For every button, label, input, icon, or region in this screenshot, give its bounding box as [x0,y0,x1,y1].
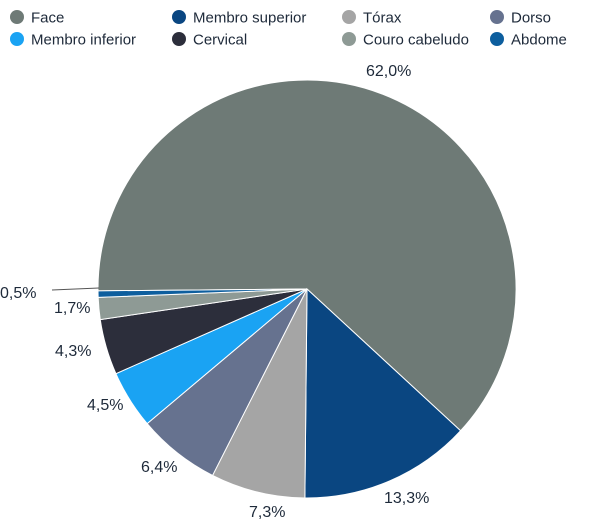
legend-label: Dorso [511,10,551,27]
legend-label: Membro superior [193,10,306,27]
pie-slice-face [97,79,517,432]
data-label-face: 62,0% [366,63,411,80]
legend-item-torax: Tórax [342,10,402,27]
data-label-cervical: 4,3% [55,343,91,360]
legend-label: Tórax [363,10,402,27]
legend-item-abdome: Abdome [490,32,567,49]
data-label-dorso: 6,4% [141,459,177,476]
legend-label: Membro inferior [31,32,136,49]
legend-swatch [172,10,186,24]
legend-item-face: Face [10,10,64,27]
data-label-membro-inferior: 4,5% [87,397,123,414]
legend-item-membro-inferior: Membro inferior [10,32,136,49]
legend-swatch [10,32,24,46]
legend-item-dorso: Dorso [490,10,551,27]
legend-label: Couro cabeludo [363,32,469,49]
legend-swatch [490,10,504,24]
legend: Face Membro superior Tórax Dorso Membro infe… [10,10,567,49]
legend-swatch [342,10,356,24]
legend-item-couro-cabeludo: Couro cabeludo [342,32,469,49]
data-labels: 62,0% 13,3% 7,3% 6,4% 4,5% 4,3% 1,7% 0,5% [0,63,429,521]
legend-item-membro-superior: Membro superior [172,10,306,27]
leader-line-abdome [51,287,100,291]
legend-swatch [172,32,186,46]
legend-item-cervical: Cervical [172,32,247,49]
legend-swatch [10,10,24,24]
legend-swatch [342,32,356,46]
legend-swatch [490,32,504,46]
pie-slices [97,79,517,499]
data-label-abdome: 0,5% [0,285,36,302]
pie-slice-abdome [97,288,308,298]
data-label-torax: 7,3% [249,504,285,521]
data-label-membro-superior: 13,3% [384,490,429,507]
legend-label: Abdome [511,32,567,49]
data-label-couro-cabeludo: 1,7% [54,300,90,317]
legend-label: Cervical [193,32,247,49]
pie-slice-membro-superior [304,287,462,499]
legend-label: Face [31,10,64,27]
